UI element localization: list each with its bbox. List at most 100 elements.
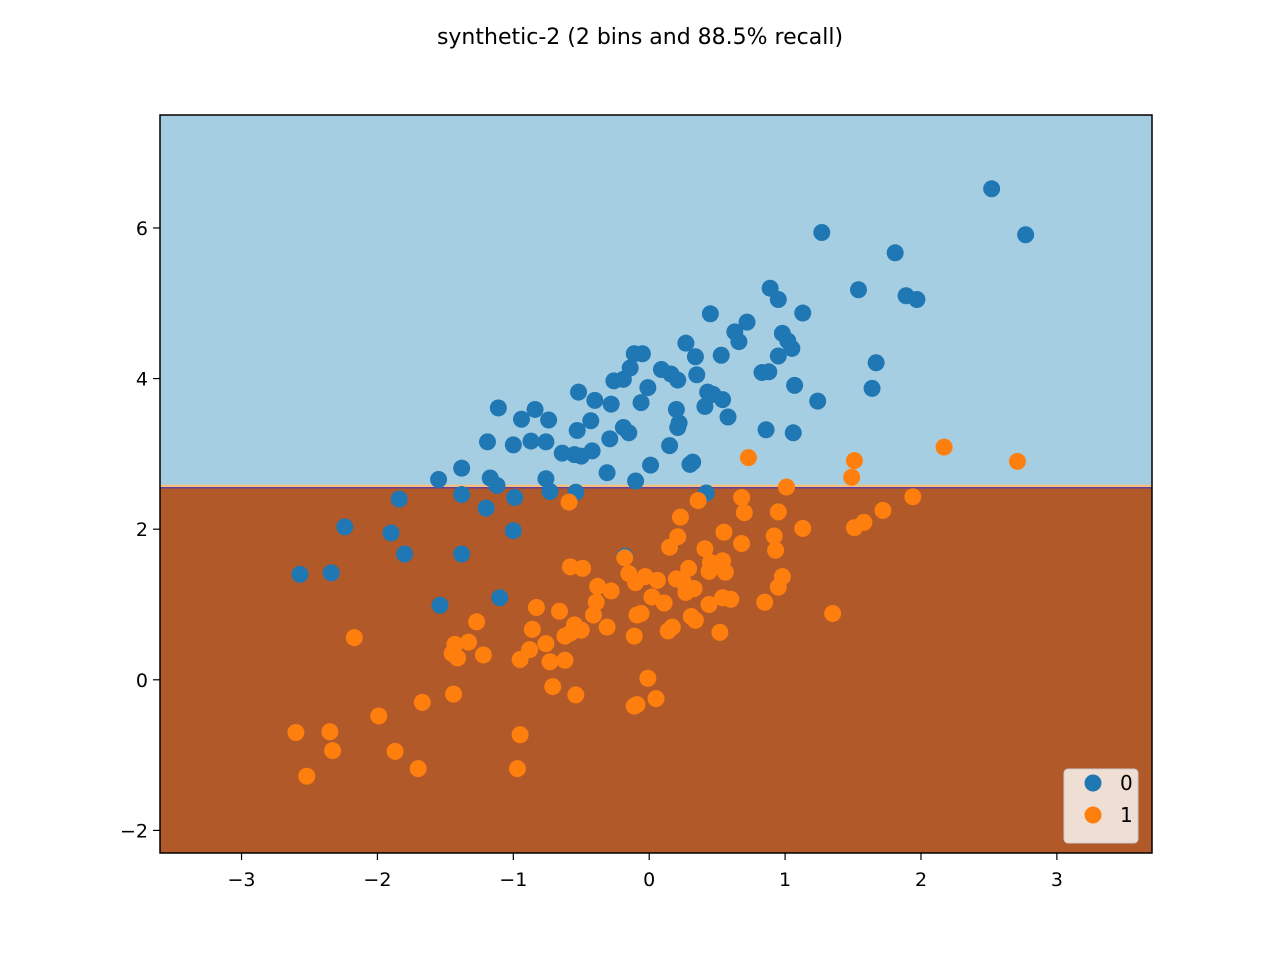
point-class-1 [523, 620, 541, 638]
point-class-0 [526, 400, 544, 418]
point-class-1 [874, 501, 892, 519]
legend-label-0: 0 [1120, 771, 1133, 795]
point-class-1 [739, 449, 757, 467]
point-class-0 [491, 589, 509, 607]
point-class-0 [769, 347, 787, 365]
point-class-1 [449, 649, 467, 667]
y-tick-label: 4 [136, 369, 148, 391]
y-tick-label: 0 [136, 670, 148, 692]
point-class-0 [582, 412, 600, 430]
point-class-0 [506, 489, 524, 507]
x-tick-label: −3 [228, 869, 256, 891]
point-class-1 [843, 468, 861, 486]
point-class-0 [714, 391, 732, 409]
x-tick-label: 0 [643, 869, 655, 891]
point-class-1 [413, 693, 431, 711]
point-class-1 [589, 577, 607, 595]
point-class-0 [565, 446, 583, 464]
point-class-0 [568, 422, 586, 440]
point-class-1 [735, 504, 753, 522]
point-class-0 [849, 281, 867, 299]
point-class-1 [722, 590, 740, 608]
legend-label-1: 1 [1120, 803, 1133, 827]
point-class-1 [287, 724, 305, 742]
point-class-0 [712, 346, 730, 364]
point-class-0 [512, 410, 530, 428]
point-class-0 [478, 433, 496, 451]
x-tick-label: 1 [779, 869, 791, 891]
point-class-1 [685, 580, 703, 598]
point-class-1 [716, 563, 734, 581]
point-class-0 [867, 354, 885, 372]
point-class-1 [686, 611, 704, 629]
point-class-0 [390, 490, 408, 508]
point-class-0 [430, 470, 448, 488]
point-class-0 [453, 459, 471, 477]
point-class-1 [551, 602, 569, 620]
point-class-0 [382, 524, 400, 542]
point-class-0 [570, 383, 588, 401]
point-class-1 [324, 742, 342, 760]
point-class-1 [567, 686, 585, 704]
point-class-0 [522, 432, 540, 450]
point-class-1 [711, 623, 729, 641]
plot-area: −3 −2 −1 0 1 2 3 −2 0 2 4 6 0 1 [120, 114, 1153, 891]
point-class-1 [511, 726, 529, 744]
x-tick-label: −1 [499, 869, 527, 891]
point-class-0 [688, 366, 706, 384]
point-class-0 [677, 334, 695, 352]
point-class-0 [541, 483, 559, 501]
point-class-1 [655, 594, 673, 612]
point-class-1 [845, 452, 863, 470]
point-class-0 [504, 436, 522, 454]
point-class-0 [488, 477, 506, 495]
point-class-1 [855, 513, 873, 531]
point-class-0 [661, 437, 679, 455]
point-class-0 [477, 499, 495, 517]
point-class-1 [584, 606, 602, 624]
point-class-0 [537, 470, 555, 488]
point-class-1 [680, 559, 698, 577]
point-class-0 [489, 399, 507, 417]
point-class-0 [863, 379, 881, 397]
point-class-1 [756, 593, 774, 611]
y-tick-label: 6 [136, 218, 148, 240]
point-class-1 [598, 618, 616, 636]
point-class-1 [386, 742, 404, 760]
point-class-1 [689, 492, 707, 510]
point-class-1 [468, 613, 486, 631]
point-class-1 [572, 621, 590, 639]
point-class-1 [321, 723, 339, 741]
point-class-0 [601, 430, 619, 448]
legend-box [1063, 768, 1139, 844]
point-class-1 [696, 540, 714, 558]
chart-title: synthetic-2 (2 bins and 88.5% recall) [437, 25, 843, 50]
point-class-1 [574, 559, 592, 577]
point-class-1 [769, 578, 787, 596]
point-class-0 [639, 379, 657, 397]
point-class-0 [504, 522, 522, 540]
point-class-1 [527, 599, 545, 617]
point-class-0 [696, 397, 714, 415]
point-class-1 [560, 493, 578, 511]
point-class-1 [769, 503, 787, 521]
point-class-1 [474, 646, 492, 664]
point-class-0 [598, 464, 616, 482]
point-class-1 [659, 622, 677, 640]
point-class-1 [459, 633, 477, 651]
point-class-0 [336, 518, 354, 536]
point-class-0 [908, 291, 926, 308]
point-class-1 [409, 760, 427, 778]
point-class-0 [786, 376, 804, 394]
y-tick-label: −2 [120, 820, 148, 842]
point-class-0 [684, 453, 702, 471]
point-class-0 [686, 348, 704, 366]
point-class-0 [738, 313, 756, 331]
point-class-1 [556, 627, 574, 645]
point-class-1 [639, 669, 657, 687]
point-class-1 [733, 489, 751, 507]
point-class-1 [556, 651, 574, 669]
point-class-0 [642, 456, 660, 474]
legend-marker-0 [1084, 774, 1102, 792]
